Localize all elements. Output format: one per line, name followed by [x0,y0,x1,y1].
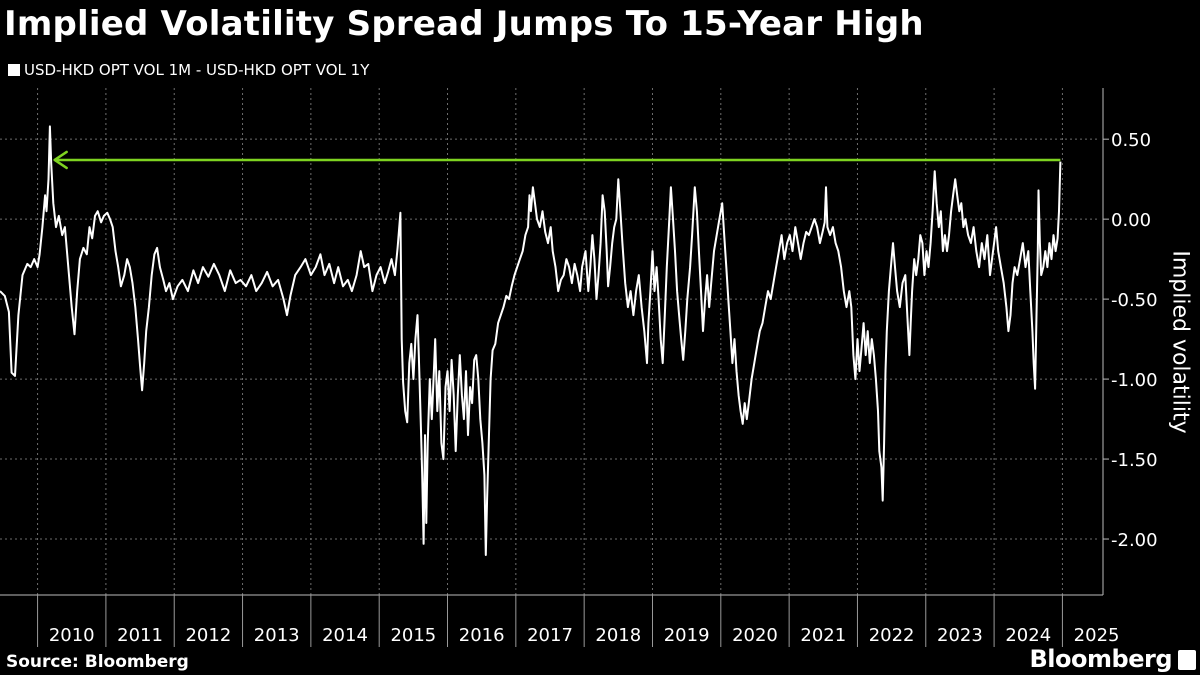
series-line [0,125,1062,556]
x-tick-label: 2021 [800,625,846,646]
annotation-layer [53,150,1061,170]
y-tick-label: -1.50 [1111,450,1158,471]
x-tick-label: 2013 [254,625,300,646]
chart-title: Implied Volatility Spread Jumps To 15-Ye… [4,4,924,44]
x-tick-label: 2024 [1005,625,1051,646]
x-tick-label: 2015 [390,625,436,646]
x-tick-label: 2023 [937,625,983,646]
x-tick-label: 2014 [322,625,368,646]
x-tick-label: 2016 [459,625,505,646]
series-layer [0,125,1062,556]
axes: 0.50 0.00 -0.50 -1.00 -1.50 -2.00 2010 2011 2012… [0,88,1158,647]
legend-swatch [8,64,20,76]
brand-badge-icon [1178,650,1196,670]
legend: USD-HKD OPT VOL 1M - USD-HKD OPT VOL 1Y [8,60,369,80]
y-tick-label: -0.50 [1111,290,1158,311]
y-tick-label: -2.00 [1111,530,1158,551]
y-tick-label: -1.00 [1111,370,1158,391]
legend-label: USD-HKD OPT VOL 1M - USD-HKD OPT VOL 1Y [24,61,370,79]
x-tick-label: 2012 [185,625,231,646]
y-axis-label: Implied volatility [1167,250,1193,434]
x-tick-label: 2011 [117,625,163,646]
x-tick-label: 2025 [1074,625,1120,646]
brand-logo: Bloomberg [1029,645,1173,673]
x-tick-label: 2018 [595,625,641,646]
x-tick-label: 2019 [664,625,710,646]
x-tick-label: 2020 [732,625,778,646]
y-tick-label: 0.50 [1111,130,1151,151]
x-tick-label: 2017 [527,625,573,646]
arrow-head [53,150,68,170]
x-tick-label: 2022 [869,625,915,646]
x-tick-label: 2010 [49,625,95,646]
grid-lines [0,88,1100,595]
y-tick-label: 0.00 [1111,210,1151,231]
source-note: Source: Bloomberg [6,652,189,672]
